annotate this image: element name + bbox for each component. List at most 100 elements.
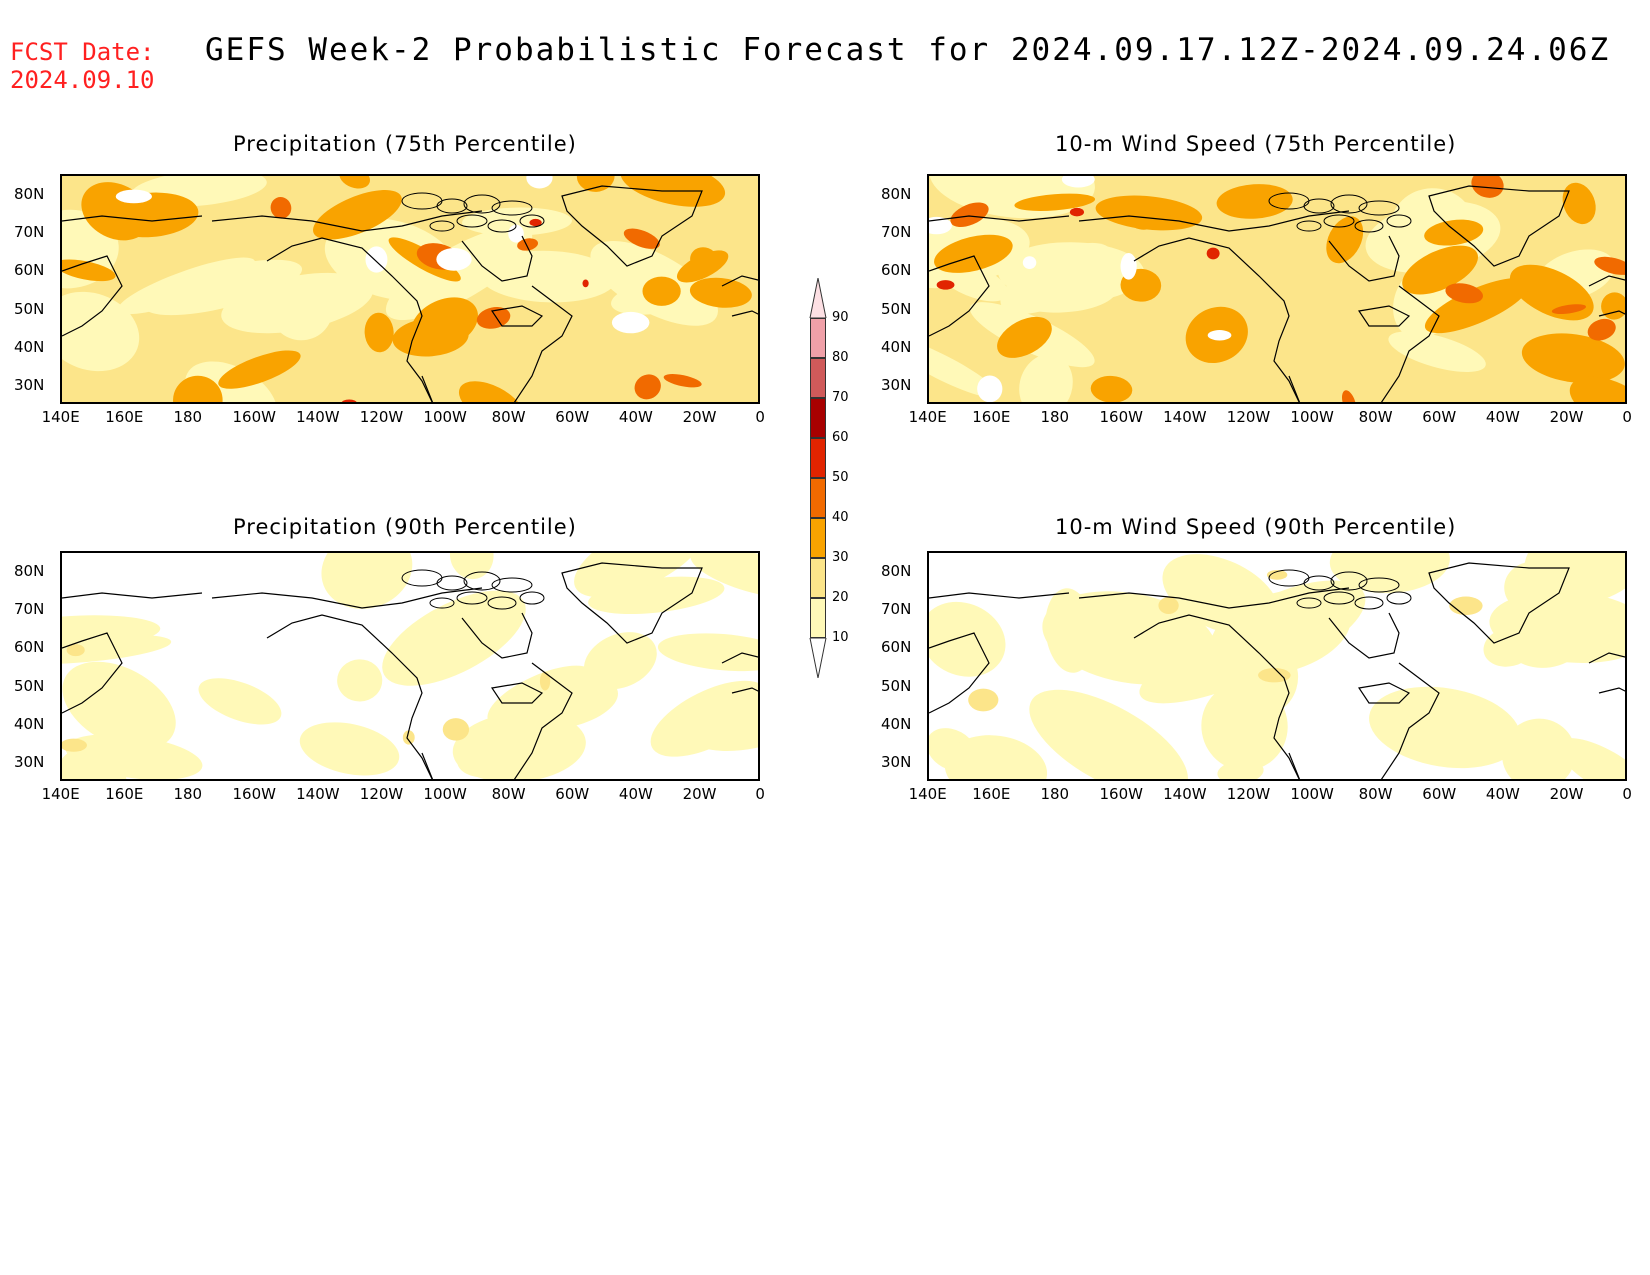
coastline — [1078, 210, 1350, 232]
map-precip-75 — [60, 174, 760, 404]
probability-contour — [517, 238, 539, 251]
lon-tick-label: 140E — [41, 785, 80, 803]
probability-contour — [576, 176, 615, 192]
probability-contour — [1095, 195, 1203, 231]
probability-contour — [944, 735, 1048, 779]
coastline-island — [1330, 571, 1368, 591]
coastline — [490, 682, 544, 704]
coastline — [1328, 235, 1400, 282]
probability-contour — [690, 553, 758, 598]
coastline — [1133, 237, 1300, 402]
coastline — [211, 587, 483, 609]
colorbar-level-label: 20 — [832, 590, 849, 605]
lon-tick-label: 140E — [41, 408, 80, 426]
coastline — [421, 375, 434, 402]
probability-contour — [583, 632, 657, 690]
coastline — [1428, 562, 1570, 644]
probability-contour — [402, 730, 415, 745]
lon-tick-label: 120W — [1226, 785, 1271, 803]
coastline-island — [1358, 577, 1400, 593]
lat-tick-label: 60N — [881, 638, 912, 657]
colorbar-level-label: 90 — [832, 310, 849, 325]
probability-contour — [529, 218, 542, 227]
probability-contour — [1206, 247, 1220, 260]
probability-contour — [1258, 668, 1291, 683]
probability-contour — [364, 312, 394, 353]
map-precip-90-svg — [62, 553, 758, 779]
coastline-island — [1386, 591, 1412, 605]
coastline — [929, 255, 990, 337]
probability-contour — [690, 247, 719, 273]
probability-contour — [270, 197, 292, 219]
coastline — [1380, 285, 1440, 402]
probability-contour — [62, 291, 140, 372]
panel-title-precip-75: Precipitation (75th Percentile) — [233, 132, 577, 156]
probability-contour — [1014, 193, 1096, 211]
coastline — [731, 310, 758, 317]
coastline-island — [436, 575, 468, 591]
probability-contour — [1449, 596, 1483, 616]
lat-tick-label: 70N — [14, 223, 45, 242]
probability-contour — [144, 259, 303, 316]
probability-contour — [1424, 219, 1484, 246]
lon-tick-label: 60W — [1422, 785, 1457, 803]
lon-tick-label: 80W — [1358, 785, 1393, 803]
coastline — [266, 614, 433, 779]
probability-contour — [1207, 330, 1232, 341]
coastline-island — [491, 200, 533, 216]
lat-tick-label: 50N — [881, 299, 912, 318]
probability-contour — [321, 553, 413, 609]
coastline — [266, 237, 433, 402]
map-wind-75-svg — [929, 176, 1625, 402]
probability-contour — [62, 634, 172, 665]
probability-contour — [411, 297, 478, 350]
lat-tick-label: 40N — [14, 714, 45, 733]
lon-tick-label: 140W — [296, 408, 340, 426]
map-wind-90 — [927, 551, 1627, 781]
probability-contour — [382, 590, 526, 686]
lon-tick-label: 180 — [173, 785, 203, 803]
lon-tick-label: 40W — [618, 785, 653, 803]
probability-contour — [65, 734, 203, 779]
probability-contour — [66, 644, 85, 657]
lon-tick-label: 20W — [1549, 785, 1584, 803]
probability-contour — [526, 176, 553, 189]
probability-contour — [1569, 376, 1625, 402]
coastline-island — [1323, 214, 1355, 228]
lon-tick-label: 60W — [1422, 408, 1457, 426]
lon-tick-label: 160E — [972, 785, 1011, 803]
probability-contour — [62, 661, 176, 751]
probability-contour — [929, 216, 952, 235]
probability-contour — [1029, 689, 1189, 779]
coastline — [1598, 687, 1625, 694]
probability-contour — [442, 718, 470, 741]
lon-tick-label: 180 — [173, 408, 203, 426]
probability-contour — [936, 280, 955, 290]
lon-tick-label: 20W — [682, 785, 717, 803]
probability-contour — [968, 688, 999, 712]
lon-tick-label: 160W — [232, 408, 276, 426]
coastline — [929, 215, 1070, 222]
probability-contour — [299, 722, 400, 776]
probability-contour — [337, 659, 383, 702]
probability-contour — [452, 711, 586, 779]
lon-tick-label: 100W — [1290, 785, 1334, 803]
colorbar-bottom-arrow — [809, 638, 827, 678]
coastline-island — [463, 194, 501, 214]
lat-tick-label: 40N — [881, 337, 912, 356]
probability-contour — [1216, 184, 1293, 219]
lon-tick-label: 40W — [1485, 408, 1520, 426]
colorbar-level-label: 80 — [832, 350, 849, 365]
coastline — [421, 752, 434, 779]
probability-contour — [620, 176, 726, 207]
lon-tick-label: 100W — [423, 785, 467, 803]
lon-tick-label: 80W — [491, 785, 526, 803]
lon-tick-label: 160W — [1099, 408, 1143, 426]
probability-contour — [1502, 718, 1576, 779]
coastline — [929, 592, 1070, 599]
lon-tick-label: 60W — [555, 785, 590, 803]
lon-tick-label: 40W — [618, 408, 653, 426]
probability-contour — [663, 374, 702, 388]
panel-title-precip-90: Precipitation (90th Percentile) — [233, 515, 577, 539]
colorbar-segment — [810, 358, 826, 398]
